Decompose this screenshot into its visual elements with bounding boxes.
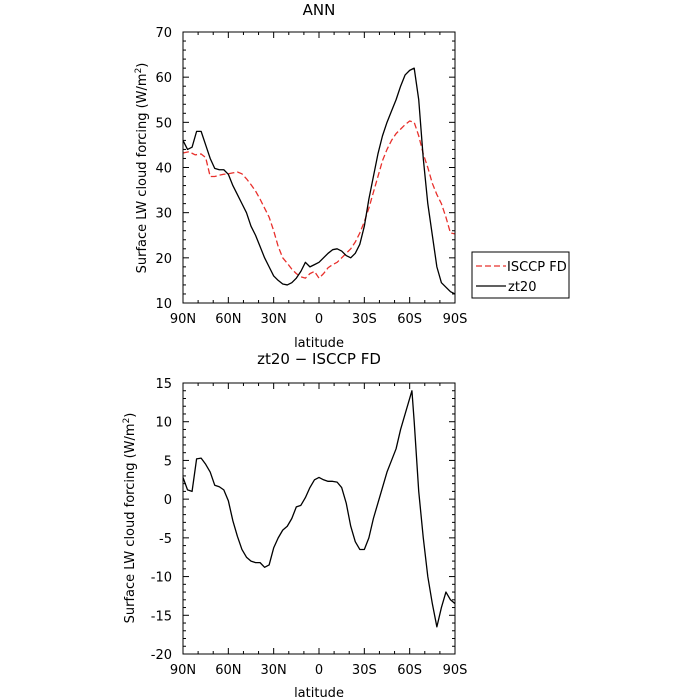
y-tick-label: 40	[155, 162, 172, 177]
x-tick-label: 30S	[352, 312, 377, 327]
series-line-bottom-difference	[182, 390, 456, 628]
x-tick-label: 0	[315, 312, 323, 327]
x-tick-label: 90N	[170, 663, 196, 678]
top-y-axis-label-exponent: 2	[134, 68, 144, 74]
y-tick-label: -5	[159, 532, 172, 547]
y-tick-label: -20	[151, 648, 172, 663]
bottom-y-axis-label-main: Surface LW cloud forcing (W/m	[123, 423, 138, 623]
top-plot-area	[182, 67, 456, 295]
x-tick-label: 30N	[261, 663, 287, 678]
bottom-y-axis-label: Surface LW cloud forcing (W/m2)	[122, 413, 138, 624]
bottom-y-ticks: -20 -15 -10 -5 0 5 10 15	[151, 377, 455, 663]
bottom-plot-area	[182, 390, 456, 628]
y-tick-label: 20	[155, 252, 172, 267]
top-x-axis-label: latitude	[294, 336, 344, 351]
top-y-axis-label: Surface LW cloud forcing (W/m2)	[134, 63, 150, 274]
y-tick-label: 60	[155, 71, 172, 86]
y-tick-label: 10	[155, 297, 172, 312]
top-y-ticks: 10 20 30 40 50 60 70	[155, 26, 455, 312]
x-tick-label: 60S	[397, 312, 422, 327]
x-tick-label: 90N	[170, 312, 196, 327]
x-tick-label: 60S	[397, 663, 422, 678]
top-chart-title: ANN	[303, 1, 336, 19]
bottom-panel: zt20 − ISCCP FD 90N 60N 30N 0 30S 60S 90S -20-…	[122, 350, 467, 700]
y-tick-label: 50	[155, 116, 172, 131]
series-line-zt20	[182, 67, 456, 295]
x-tick-label: 90S	[443, 663, 468, 678]
x-tick-label: 90S	[443, 312, 468, 327]
legend: ISCCP FD zt20	[471, 251, 570, 299]
y-tick-label: -15	[151, 609, 172, 624]
series-line-isccp-fd	[182, 120, 456, 279]
bottom-chart-title: zt20 − ISCCP FD	[257, 350, 381, 368]
top-x-ticks: 90N 60N 30N 0 30S 60S 90S	[170, 32, 468, 327]
y-tick-label: 70	[155, 26, 172, 41]
bottom-y-axis-label-exponent: 2	[122, 418, 132, 424]
bottom-x-axis-label: latitude	[294, 686, 344, 700]
x-tick-label: 30N	[261, 312, 287, 327]
legend-box	[471, 251, 570, 299]
x-tick-label: 30S	[352, 663, 377, 678]
x-tick-label: 60N	[215, 663, 241, 678]
bottom-x-ticks: 90N 60N 30N 0 30S 60S 90S	[170, 383, 468, 678]
y-tick-label: 5	[164, 454, 172, 469]
y-tick-label: 15	[155, 377, 172, 392]
top-panel: ANN 90N 60N 30N 0 30S 60S 90S 10 20 30 40 50 60 70 l…	[134, 1, 570, 351]
x-tick-label: 60N	[215, 312, 241, 327]
bottom-y-axis-label-close: )	[123, 413, 138, 418]
legend-label-zt20: zt20	[508, 280, 536, 295]
top-y-axis-label-main: Surface LW cloud forcing (W/m	[135, 73, 150, 273]
y-tick-label: 0	[164, 493, 172, 508]
y-tick-label: 10	[155, 416, 172, 431]
x-tick-label: 0	[315, 663, 323, 678]
legend-label-isccp: ISCCP FD	[507, 260, 567, 275]
y-tick-label: -10	[151, 571, 172, 586]
top-y-axis-label-close: )	[135, 63, 150, 68]
y-tick-label: 30	[155, 207, 172, 222]
